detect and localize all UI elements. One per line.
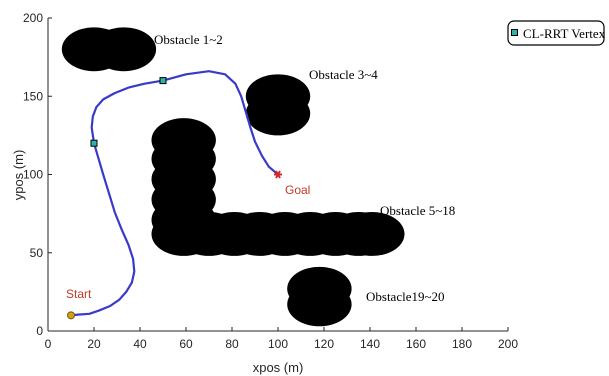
vertex-marker-2 [159,77,167,85]
y-tick-label: 100 [23,168,43,182]
legend-label: CL-RRT Vertex [523,26,606,41]
y-axis-label: ypos (m) [11,150,26,201]
y-ticks: 0 50 100 150 200 [23,11,52,338]
x-tick-label: 60 [179,337,193,351]
x-tick-label: 140 [360,337,380,351]
markers [67,77,282,320]
x-tick-label: 160 [406,337,426,351]
start-marker [67,311,75,320]
legend-vertex-swatch [511,29,518,36]
goal-label: Goal [285,183,310,197]
obstacle-3-circle-14 [340,212,405,256]
x-tick-label: 120 [314,337,334,351]
path-layer [69,70,280,317]
x-tick-label: 0 [45,337,52,351]
y-tick-label: 0 [36,324,43,338]
y-tick-label: 50 [30,246,44,260]
x-ticks: 0 20 40 60 80 100 120 140 160 180 200 [45,327,518,351]
start-label: Start [66,287,92,301]
vertex-marker-1 [90,139,98,147]
x-tick-label: 180 [452,337,472,351]
obstacle-label-1-2: Obstacle 1~2 [154,32,223,47]
obstacle-label-3-4: Obstacle 3~4 [309,67,378,82]
x-tick-label: 200 [498,337,518,351]
obstacle-label-19-20: Obstacle19~20 [366,289,445,304]
obstacle-labels: Obstacle 1~2 Obstacle 3~4 Obstacle 5~18 … [154,32,455,304]
x-tick-label: 100 [268,337,288,351]
obstacle-2-circle-2 [245,91,311,136]
x-axis-label: xpos (m) [253,360,304,375]
goal-marker-stroke-3 [275,170,281,179]
x-tick-label: 40 [133,337,147,351]
legend-box [507,20,605,46]
obstacle-4-circle-2 [287,282,352,327]
obstacle-label-5-18: Obstacle 5~18 [380,203,455,218]
x-tick-label: 80 [225,337,239,351]
y-tick-label: 200 [23,11,43,25]
cl-rrt-path [69,70,280,317]
obstacle-1-circle-2 [91,27,157,72]
legend: CL-RRT Vertex [507,20,606,46]
x-tick-label: 20 [87,337,101,351]
obstacles [61,27,405,327]
y-tick-label: 150 [23,89,43,103]
